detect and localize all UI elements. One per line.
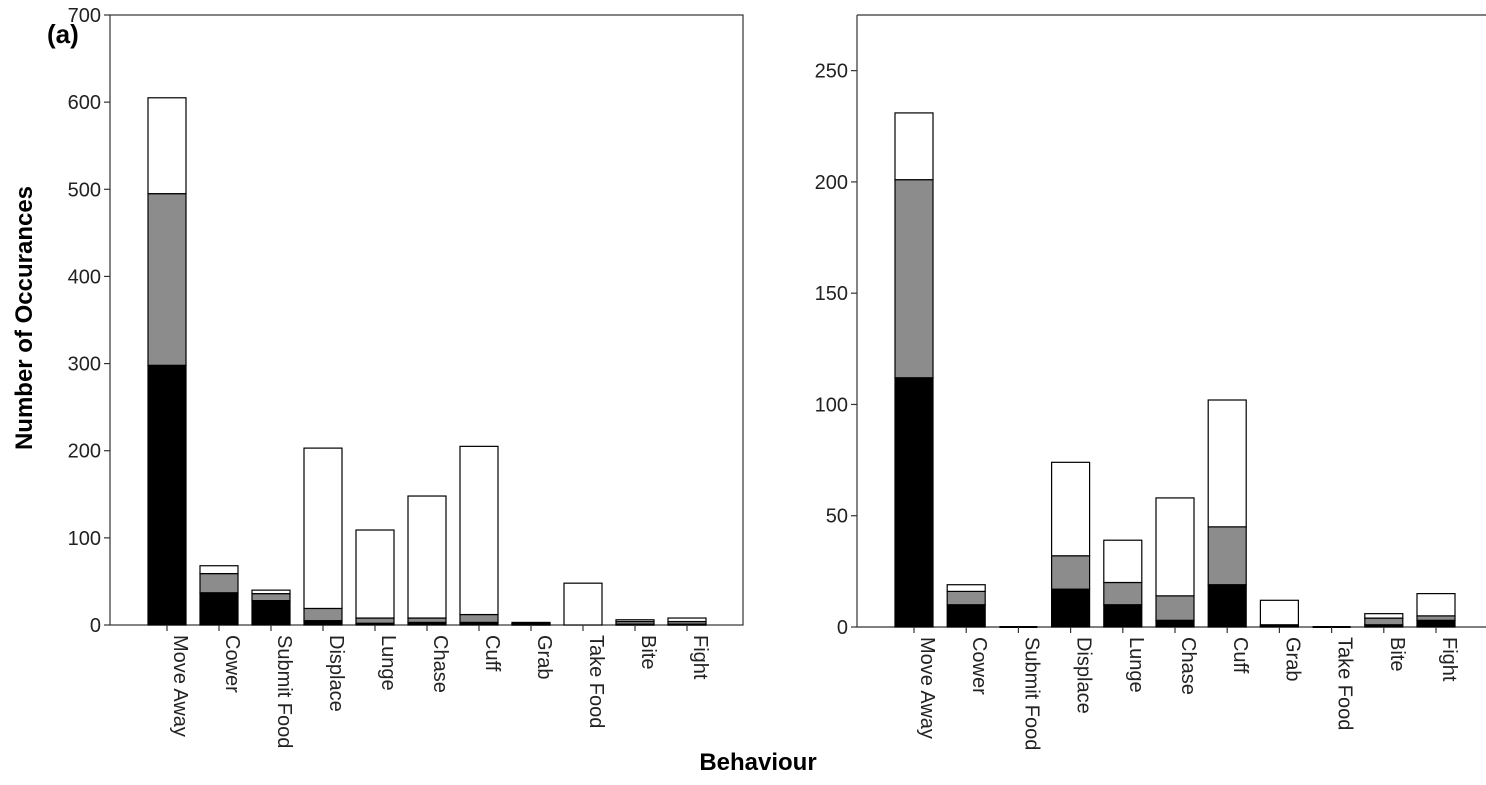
bar-segment-grey: [459, 613, 499, 623]
bar-segment-white: [946, 584, 986, 592]
bar-segment-white: [1259, 599, 1300, 626]
x-tick-label: Chase: [429, 635, 451, 693]
y-tick-label: 0: [90, 615, 101, 637]
bar-segment-grey: [1364, 617, 1404, 626]
bar-segment-grey: [407, 617, 447, 623]
bar-segment-black: [1103, 604, 1143, 628]
x-tick-label: Displace: [325, 635, 347, 712]
y-tick-label: 700: [68, 5, 101, 27]
bar-segment-black: [251, 599, 291, 626]
x-tick-label: Cuff: [481, 635, 503, 672]
bar-segment-white: [355, 529, 395, 619]
y-tick-label: 200: [815, 172, 848, 194]
y-tick-label: 500: [68, 179, 101, 201]
y-tick-label: 400: [68, 266, 101, 288]
bar-segment-white: [251, 589, 291, 595]
x-tick-label: Lunge: [377, 635, 399, 691]
bar-segment-white: [1364, 613, 1404, 619]
x-tick-label: Chase: [1177, 637, 1199, 695]
x-tick-label: Take Food: [585, 635, 607, 728]
bar-segment-grey: [1103, 581, 1143, 606]
chart-panel-b: 0 50 100 150 200 250 Move Away Cower Submit Food…: [815, 14, 1486, 750]
y-tick-label: 100: [815, 394, 848, 416]
bar-segment-white: [1416, 593, 1456, 617]
bar-segment-white: [1207, 399, 1247, 528]
x-tick-label: Fight: [689, 635, 711, 680]
bar-segment-white: [303, 447, 343, 610]
x-tick-label: Move Away: [169, 635, 191, 737]
bar-segment-grey: [946, 590, 986, 606]
bar-segment-black: [147, 364, 187, 626]
y-tick-label: 0: [837, 617, 848, 639]
bar-segment-black: [1155, 619, 1195, 628]
bar-segment-white: [667, 617, 707, 623]
bar-segment-grey: [251, 593, 291, 602]
bar-segment-black: [1416, 619, 1456, 628]
bar-segment-grey: [1416, 615, 1456, 621]
x-tick-label: Lunge: [1125, 637, 1147, 693]
y-tick-label: 300: [68, 354, 101, 376]
y-tick-label: 50: [826, 506, 848, 528]
chart-panel-a: 0 100 200 300 400 500 600 700 Move Away Cower Subm…: [68, 5, 744, 748]
y-tick-label: 100: [68, 528, 101, 550]
bar-segment-white: [894, 112, 934, 181]
bar-segment-black: [199, 592, 239, 626]
bar-segment-white: [459, 445, 499, 616]
y-tick-label: 200: [68, 441, 101, 463]
x-tick-label: Grab: [1281, 637, 1303, 681]
bar-segment-white: [563, 582, 603, 626]
bar-segment-grey: [303, 607, 343, 622]
x-axis-title: Behaviour: [699, 749, 816, 776]
bar-segment-grey: [147, 193, 187, 366]
bar-segment-grey: [1155, 595, 1195, 621]
x-tick-label: Move Away: [916, 637, 938, 739]
y-tick-label: 600: [68, 92, 101, 114]
bar-segment-grey: [199, 572, 239, 594]
bar-segment-white: [147, 97, 187, 195]
x-tick-label: Fight: [1438, 637, 1460, 682]
x-tick-label: Cower: [221, 635, 243, 693]
x-tick-label: Bite: [637, 635, 659, 669]
bar-segment-grey: [355, 617, 395, 624]
y-axis-title: Number of Occurances: [11, 186, 38, 450]
x-tick-label: Grab: [533, 635, 555, 679]
x-tick-label: Cower: [968, 637, 990, 695]
bar-segment-black: [1050, 588, 1091, 628]
x-tick-label: Submit Food: [273, 635, 295, 748]
bar-segment-white: [1050, 461, 1091, 557]
panel-a-label: (a): [47, 19, 79, 49]
bar-segment-white: [407, 495, 447, 619]
bar-segment-black: [894, 377, 934, 628]
x-tick-label: Bite: [1386, 637, 1408, 671]
bar-segment-grey: [1050, 555, 1091, 590]
bar-segment-white: [199, 565, 239, 575]
x-tick-label: Take Food: [1334, 637, 1356, 730]
bar-segment-white: [615, 619, 655, 623]
bar-segment-black: [946, 604, 986, 628]
bar-segment-grey: [894, 179, 934, 379]
x-tick-label: Submit Food: [1020, 637, 1042, 750]
x-tick-label: Displace: [1073, 637, 1095, 714]
bar-segment-white: [1103, 539, 1143, 584]
x-tick-label: Cuff: [1229, 637, 1251, 674]
bar-segment-white: [1155, 497, 1195, 597]
bar-segment-black: [1207, 584, 1247, 628]
bar-segment-black: [303, 620, 343, 626]
y-tick-label: 150: [815, 283, 848, 305]
bar-segment-white: [511, 621, 551, 624]
y-tick-label: 250: [815, 61, 848, 83]
bar-segment-grey: [1207, 526, 1247, 586]
